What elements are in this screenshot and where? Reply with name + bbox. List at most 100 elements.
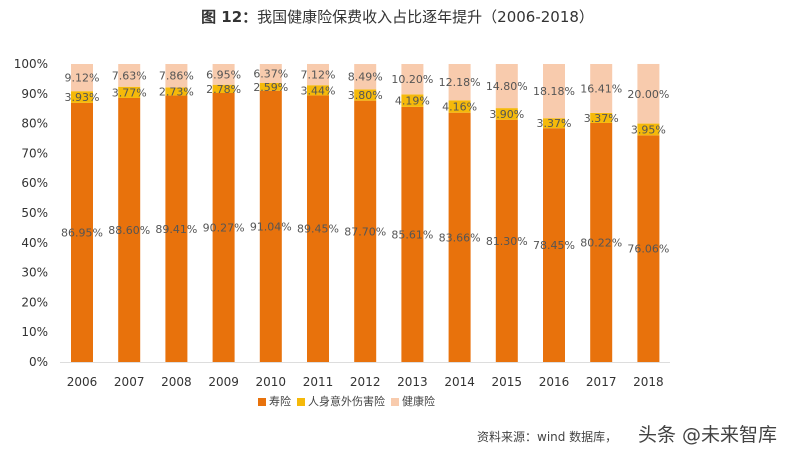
data-label: 2.59% [253, 81, 288, 94]
bar-segment-accident [212, 84, 235, 93]
y-tick-label: 30% [21, 266, 48, 280]
y-tick-label: 10% [21, 325, 48, 339]
data-label: 12.18% [439, 76, 481, 89]
data-label: 3.37% [537, 117, 572, 130]
source-note: 资料来源：wind 数据库， [477, 430, 618, 444]
bar-segment-health [448, 64, 471, 101]
bar-segment-health [543, 64, 565, 119]
legend-label: 人身意外伤害险 [308, 395, 385, 408]
bar-segment-life [165, 95, 188, 362]
figure-number: 图 12： [201, 8, 258, 26]
legend-item: 人身意外伤害险 [297, 393, 385, 409]
x-tick-label: 2009 [208, 375, 239, 389]
data-label: 4.19% [395, 95, 430, 108]
data-label: 2.73% [159, 85, 194, 98]
data-label: 8.49% [348, 71, 383, 84]
bar-segment-health [118, 64, 141, 87]
bar-segment-life [448, 112, 471, 362]
x-tick-label: 2013 [397, 375, 428, 389]
stacked-bar-chart: 0% 10% 20% 30% 40% 50% 60% 70% 80% 90% 100% 86.95% 3… [14, 57, 670, 389]
x-tick-label: 2008 [161, 375, 192, 389]
bar-segment-accident [118, 86, 141, 98]
chart-title: 图 12：我国健康险保费收入占比逐年提升（2006-2018） [0, 6, 795, 27]
data-label: 16.41% [580, 82, 622, 95]
data-label: 90.27% [203, 221, 245, 234]
y-tick-label: 60% [21, 176, 48, 190]
bar-segment-life [118, 97, 141, 363]
data-label: 89.45% [297, 223, 339, 236]
x-tick-label: 2015 [492, 375, 523, 389]
data-label: 3.80% [348, 89, 383, 102]
legend-label: 寿险 [269, 395, 291, 408]
bar-segment-life [212, 92, 235, 363]
x-tick-label: 2014 [444, 375, 475, 389]
bar-segment-accident [259, 82, 282, 91]
y-tick-label: 100% [14, 57, 48, 71]
bar-segment-health [307, 63, 329, 86]
data-label: 89.41% [155, 223, 197, 236]
data-label: 81.30% [486, 235, 528, 248]
data-label: 6.95% [206, 68, 241, 81]
data-label: 3.90% [489, 108, 524, 121]
x-tick-label: 2006 [67, 375, 98, 389]
data-label: 91.04% [250, 220, 292, 233]
bar-segment-accident [165, 87, 188, 96]
legend-label: 健康险 [402, 395, 435, 408]
data-label: 85.61% [391, 228, 433, 241]
legend-swatch [258, 398, 266, 406]
bar-segment-health [71, 64, 93, 92]
bar-segment-health [637, 63, 660, 124]
data-label: 9.12% [65, 72, 100, 85]
y-tick-label: 70% [21, 146, 48, 160]
data-label: 18.18% [533, 85, 575, 98]
legend-item: 健康险 [391, 393, 435, 409]
legend-item: 寿险 [258, 393, 291, 409]
data-label: 88.60% [108, 224, 150, 237]
data-label: 3.37% [584, 112, 619, 125]
data-label: 78.45% [533, 239, 575, 252]
bar-segment-life [495, 119, 518, 362]
data-label: 4.16% [442, 100, 477, 113]
bar-segment-life [354, 100, 377, 363]
x-tick-label: 2017 [586, 375, 617, 389]
bar-segment-life [71, 102, 93, 362]
bar-segment-health [259, 64, 282, 83]
bar-segment-accident [637, 123, 660, 136]
x-tick-label: 2012 [350, 375, 381, 389]
bar-segment-life [307, 95, 329, 363]
y-tick-label: 40% [21, 236, 48, 250]
bar-segment-health [495, 64, 518, 109]
bar-segment-life [543, 128, 565, 362]
data-label: 87.70% [344, 225, 386, 238]
data-label: 7.86% [159, 70, 194, 83]
data-label: 7.63% [112, 69, 147, 82]
data-label: 10.20% [391, 73, 433, 86]
bar-segment-accident [543, 118, 565, 129]
data-label: 7.12% [301, 69, 336, 82]
bar-segment-life [637, 135, 660, 362]
bar-segment-health [590, 64, 613, 113]
bar-segment-accident [354, 89, 377, 101]
x-tick-label: 2010 [256, 375, 287, 389]
bar-segment-life [401, 106, 424, 362]
data-label: 80.22% [580, 236, 622, 249]
x-tick-label: 2016 [539, 375, 570, 389]
bar-segment-life [259, 90, 282, 362]
data-label: 3.93% [65, 91, 100, 104]
data-label: 2.78% [206, 83, 241, 96]
bar-segment-health [212, 64, 235, 85]
bar-segment-health [401, 64, 424, 95]
y-tick-label: 90% [21, 87, 48, 101]
title-text: 我国健康险保费收入占比逐年提升（2006-2018） [257, 8, 594, 26]
data-label: 83.66% [439, 231, 481, 244]
data-label: 3.77% [112, 86, 147, 99]
data-label: 3.44% [301, 84, 336, 97]
bar-segment-accident [590, 112, 613, 123]
data-label: 3.95% [631, 123, 666, 136]
bar-segment-accident [448, 100, 471, 113]
watermark: 头条 @未来智库 [638, 424, 778, 446]
bar-segment-accident [307, 85, 329, 96]
bar-segment-accident [71, 91, 93, 103]
x-tick-label: 2011 [303, 375, 334, 389]
